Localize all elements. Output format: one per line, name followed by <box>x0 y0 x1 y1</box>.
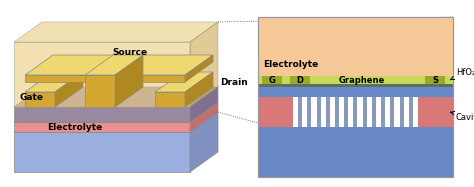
Bar <box>258 17 453 177</box>
Polygon shape <box>25 75 185 82</box>
Bar <box>258 17 453 76</box>
Polygon shape <box>85 55 143 75</box>
Bar <box>298 97 302 127</box>
Bar <box>400 97 403 127</box>
Polygon shape <box>190 112 218 172</box>
Text: Graphene: Graphene <box>338 76 384 85</box>
Bar <box>354 97 357 127</box>
Polygon shape <box>190 87 218 122</box>
Polygon shape <box>55 72 83 107</box>
Text: Cavity: Cavity <box>450 111 474 122</box>
Polygon shape <box>14 87 218 107</box>
Bar <box>258 87 453 97</box>
Bar <box>258 17 453 177</box>
Bar <box>326 97 330 127</box>
Polygon shape <box>185 72 213 107</box>
Polygon shape <box>14 107 190 122</box>
Text: Gate: Gate <box>20 93 44 102</box>
Text: Source: Source <box>112 47 147 56</box>
Text: Electrolyte: Electrolyte <box>47 122 103 131</box>
Polygon shape <box>155 72 213 92</box>
Bar <box>363 97 367 127</box>
Bar <box>293 97 418 127</box>
Bar <box>258 76 453 84</box>
Bar <box>258 84 453 87</box>
Polygon shape <box>25 55 213 75</box>
Polygon shape <box>14 132 190 172</box>
Polygon shape <box>14 22 218 42</box>
Bar <box>290 76 310 84</box>
Bar <box>372 97 376 127</box>
Bar <box>308 97 311 127</box>
Text: Drain: Drain <box>220 77 248 87</box>
Bar <box>262 76 282 84</box>
Polygon shape <box>190 102 218 132</box>
Bar <box>258 97 293 127</box>
Bar <box>258 127 453 177</box>
Polygon shape <box>25 72 83 92</box>
Polygon shape <box>14 122 190 132</box>
Bar <box>381 97 385 127</box>
Text: G: G <box>269 76 275 85</box>
Text: Electrolyte: Electrolyte <box>263 59 318 68</box>
Bar <box>409 97 413 127</box>
Polygon shape <box>185 55 213 82</box>
Bar <box>335 97 339 127</box>
Text: HfO₂: HfO₂ <box>451 68 474 80</box>
Polygon shape <box>155 92 185 107</box>
Polygon shape <box>14 102 218 122</box>
Text: S: S <box>432 76 438 85</box>
Polygon shape <box>115 55 143 107</box>
Bar <box>317 97 320 127</box>
Polygon shape <box>14 42 190 107</box>
Bar <box>418 97 453 127</box>
Bar <box>425 76 445 84</box>
Polygon shape <box>25 92 55 107</box>
Polygon shape <box>85 75 115 107</box>
Bar <box>344 97 348 127</box>
Text: D: D <box>297 76 303 85</box>
Polygon shape <box>190 22 218 107</box>
Bar <box>391 97 394 127</box>
Polygon shape <box>14 112 218 132</box>
